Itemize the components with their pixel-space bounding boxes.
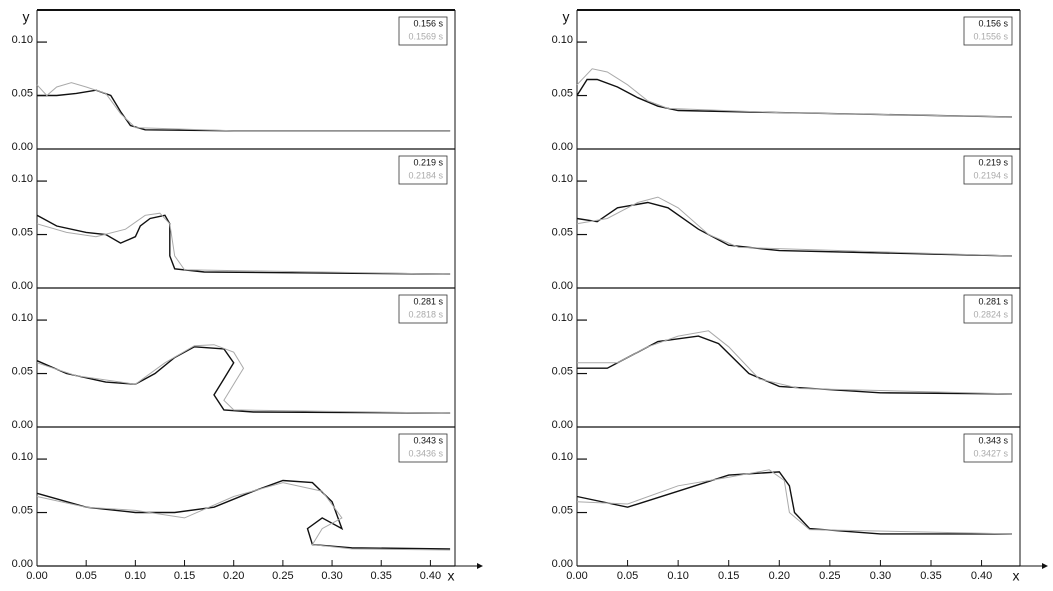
y-axis-label: y: [23, 9, 30, 25]
y-tick-label: 0.00: [552, 280, 573, 292]
x-tick-label: 0.15: [718, 570, 739, 582]
profile-line: [576, 196, 1012, 257]
profile-line: [576, 201, 1012, 257]
profile-line: [576, 68, 1012, 118]
y-tick-label: 0.00: [12, 280, 33, 292]
legend-box: [398, 294, 448, 324]
x-tick-label: 0.20: [769, 570, 790, 582]
legend-label: 0.281 s: [978, 296, 1008, 306]
legend-label: 0.2824 s: [973, 309, 1008, 319]
y-tick-label: 0.05: [552, 504, 573, 516]
y-tick-label: 0.00: [552, 141, 573, 153]
legend-box: [963, 16, 1013, 46]
legend-label: 0.219 s: [413, 157, 443, 167]
legend-label: 0.156 s: [413, 18, 443, 28]
x-tick-label: 0.40: [420, 570, 441, 582]
x-tick-label: 0.15: [174, 570, 195, 582]
profile-line: [36, 346, 451, 414]
y-tick-label: 0.10: [12, 34, 33, 46]
profile-line: [36, 214, 451, 275]
y-tick-label: 0.00: [552, 558, 573, 570]
profile-line: [576, 78, 1012, 118]
legend-label: 0.3427 s: [973, 448, 1008, 458]
legend-label: 0.2194 s: [973, 170, 1008, 180]
y-tick-label: 0.10: [12, 312, 33, 324]
legend-box: [963, 294, 1013, 324]
y-tick-label: 0.00: [12, 419, 33, 431]
profile-line: [36, 82, 451, 132]
profile-line: [36, 344, 451, 414]
legend-label: 0.3436 s: [408, 448, 443, 458]
profile-line: [36, 479, 451, 550]
y-tick-label: 0.05: [12, 87, 33, 99]
x-tick-label: 0.10: [125, 570, 146, 582]
x-tick-label: 0.40: [971, 570, 992, 582]
y-tick-label: 0.10: [552, 312, 573, 324]
x-tick-label: 0.25: [819, 570, 840, 582]
x-tick-label: 0.30: [321, 570, 342, 582]
x-tick-label: 0.25: [272, 570, 293, 582]
x-tick-label: 0.30: [870, 570, 891, 582]
legend-box: [398, 16, 448, 46]
y-tick-label: 0.10: [12, 173, 33, 185]
x-tick-label: 0.05: [617, 570, 638, 582]
x-axis-label: x: [1013, 568, 1020, 584]
profile-line: [36, 212, 451, 275]
y-tick-label: 0.05: [552, 365, 573, 377]
y-tick-label: 0.10: [552, 173, 573, 185]
legend-label: 0.281 s: [413, 296, 443, 306]
y-tick-label: 0.05: [552, 87, 573, 99]
legend-label: 0.343 s: [413, 435, 443, 445]
profile-line: [576, 469, 1012, 535]
profile-line: [577, 330, 1012, 395]
legend-label: 0.2184 s: [408, 170, 443, 180]
arrow-head: [1042, 563, 1048, 569]
legend-label: 0.219 s: [978, 157, 1008, 167]
y-tick-label: 0.05: [12, 365, 33, 377]
y-tick-label: 0.10: [552, 451, 573, 463]
y-tick-label: 0.00: [12, 558, 33, 570]
y-tick-label: 0.05: [12, 226, 33, 238]
x-tick-label: 0.10: [667, 570, 688, 582]
profile-line: [577, 335, 1012, 395]
legend-box: [398, 433, 448, 463]
y-axis-label: y: [563, 9, 570, 25]
legend-label: 0.343 s: [978, 435, 1008, 445]
x-tick-label: 0.20: [223, 570, 244, 582]
arrow-head: [477, 563, 483, 569]
y-tick-label: 0.10: [12, 451, 33, 463]
legend-label: 0.156 s: [978, 18, 1008, 28]
legend-box: [963, 433, 1013, 463]
legend-box: [963, 155, 1013, 185]
y-tick-label: 0.00: [552, 419, 573, 431]
x-tick-label: 0.35: [371, 570, 392, 582]
y-tick-label: 0.05: [12, 504, 33, 516]
legend-label: 0.1569 s: [408, 31, 443, 41]
y-tick-label: 0.00: [12, 141, 33, 153]
y-tick-label: 0.10: [552, 34, 573, 46]
legend-label: 0.2818 s: [408, 309, 443, 319]
x-axis-label: x: [448, 568, 455, 584]
profile-line: [576, 471, 1012, 535]
legend-box: [398, 155, 448, 185]
legend-label: 0.1556 s: [973, 31, 1008, 41]
y-tick-label: 0.05: [552, 226, 573, 238]
x-tick-label: 0.00: [566, 570, 587, 582]
x-tick-label: 0.05: [75, 570, 96, 582]
x-tick-label: 0.00: [26, 570, 47, 582]
profile-line: [36, 482, 451, 551]
profile-line: [37, 89, 451, 132]
x-tick-label: 0.35: [920, 570, 941, 582]
